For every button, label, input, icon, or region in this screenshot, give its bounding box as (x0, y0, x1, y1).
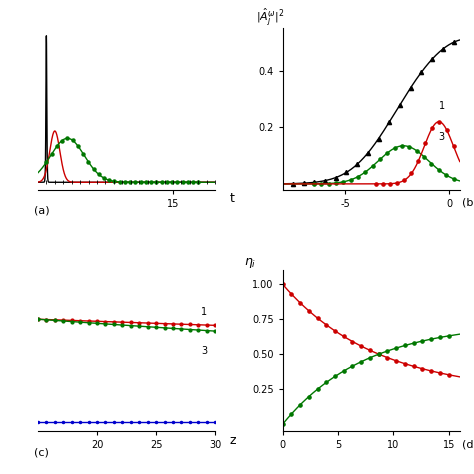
Text: (a): (a) (35, 206, 50, 216)
Text: t: t (229, 192, 234, 206)
Text: z: z (229, 434, 236, 447)
Text: $|\hat{A}^\omega_j|^2$: $|\hat{A}^\omega_j|^2$ (256, 7, 284, 28)
Text: $\eta_i$: $\eta_i$ (244, 256, 256, 270)
Text: 1: 1 (201, 307, 207, 317)
Text: (b): (b) (462, 198, 474, 208)
Text: 1: 1 (438, 101, 445, 111)
Text: 3: 3 (438, 132, 445, 142)
Text: 3: 3 (201, 346, 207, 356)
Text: (d): (d) (462, 439, 474, 449)
Text: (c): (c) (35, 447, 49, 457)
